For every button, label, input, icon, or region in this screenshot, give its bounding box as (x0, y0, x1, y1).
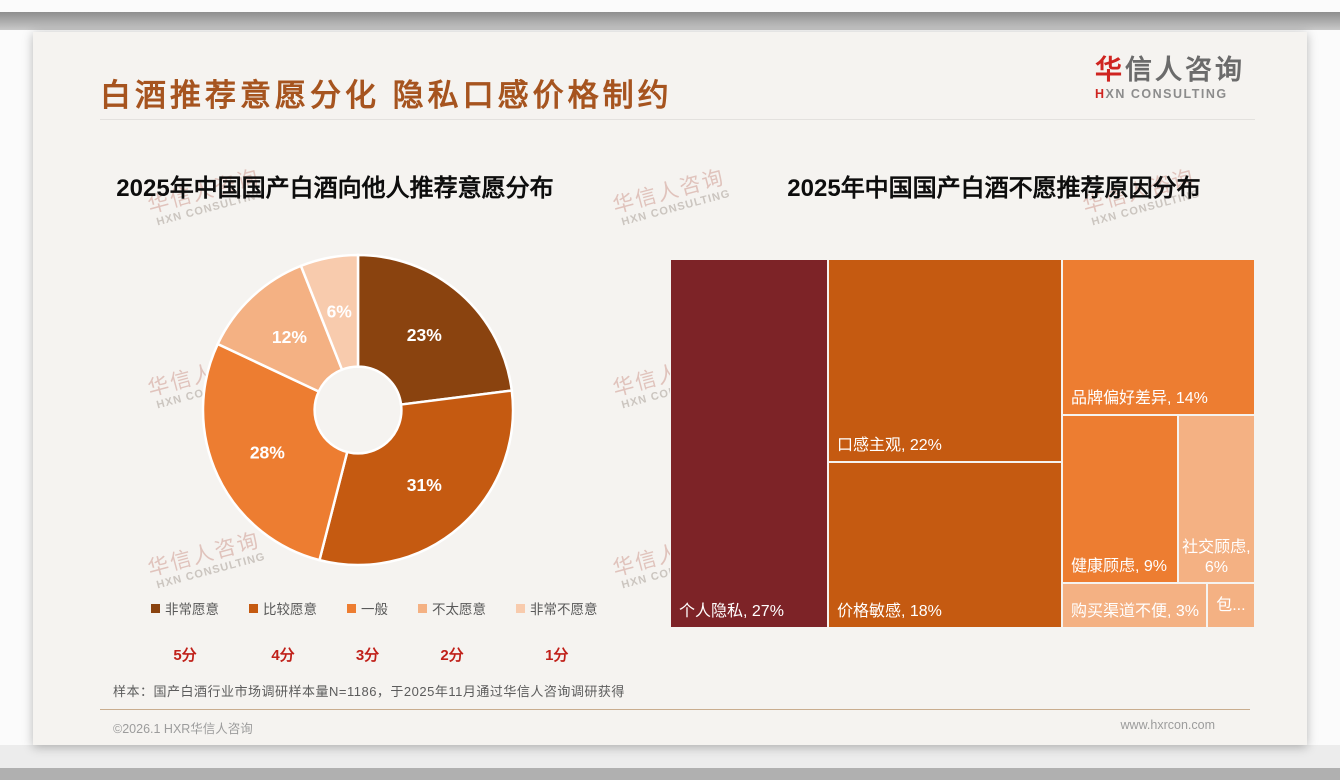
legend-item: 不太愿意 2分 (418, 598, 486, 665)
company-logo: 华信人咨询 HXN CONSULTING (1095, 55, 1245, 101)
donut-slice-label: 6% (327, 302, 353, 322)
treemap-cell-label: 个人隐私, 27% (679, 603, 784, 620)
donut-slice (299, 253, 360, 372)
legend-score: 1分 (545, 647, 569, 664)
title-divider (100, 119, 1255, 120)
legend-item: 非常不愿意 1分 (516, 598, 598, 665)
treemap-cell: 健康顾虑, 9% (1061, 415, 1178, 584)
logo-cn-accent: 华 (1095, 55, 1125, 85)
treemap-cell: 品牌偏好差异, 14% (1061, 259, 1255, 416)
treemap-cell: 社交顾虑, 6% (1177, 415, 1255, 584)
treemap-cell-label: 口感主观, 22% (836, 436, 942, 454)
legend-label: 非常不愿意 (530, 602, 598, 617)
legend-score: 5分 (173, 647, 197, 664)
legend-label: 一般 (361, 602, 388, 617)
legend-score: 2分 (440, 647, 464, 664)
treemap-cell: 口感主观, 22% (827, 259, 1062, 462)
treemap-chart: 个人隐私, 27% 口感主观, 22% 价格敏感, 18% 品牌偏好差异, 14% 健康… (670, 259, 1255, 628)
footer-divider (100, 709, 1250, 710)
treemap-cell-label: 健康顾虑, 9% (1070, 558, 1167, 576)
legend-score: 3分 (355, 647, 380, 664)
legend-item: 一般 3分 (347, 598, 388, 665)
donut-slice (356, 253, 514, 406)
donut-slice-label: 28% (250, 443, 285, 463)
treemap-cell-label: 价格敏感, 18% (836, 602, 942, 620)
logo-cn-rest: 信人咨询 (1125, 55, 1245, 85)
legend-label: 比较愿意 (263, 602, 317, 617)
treemap-cell-label: 购买渠道不便, 3% (1070, 602, 1199, 620)
treemap-cell-label: 社交顾虑, 6% (1182, 539, 1251, 577)
viewer-bottom-band (0, 768, 1340, 780)
legend-swatch (347, 603, 356, 613)
treemap-cell: 购买渠道不便, 3% (1061, 583, 1207, 628)
legend-swatch (516, 603, 525, 613)
donut-slice (201, 342, 349, 562)
viewer-bottom-strip (0, 745, 1340, 768)
donut-slice-label: 31% (407, 475, 442, 495)
legend-swatch (249, 603, 258, 613)
legend-score: 4分 (271, 647, 295, 664)
legend-swatch (151, 603, 160, 613)
source-note: 样本：国产白酒行业市场调研样本量N=1186，于2025年11月通过华信人咨询调… (113, 684, 625, 699)
viewer-top-band (0, 12, 1340, 30)
legend-item: 比较愿意 4分 (249, 598, 317, 665)
legend-item: 非常愿意 5分 (151, 598, 219, 665)
treemap-cell: 包... (1206, 583, 1255, 628)
logo-cn-text: 华信人咨询 (1095, 55, 1245, 86)
logo-en-accent: H (1095, 86, 1106, 101)
footer-website: www.hxrcon.com (1120, 718, 1215, 732)
legend-swatch (418, 603, 427, 613)
slide-title: 白酒推荐意愿分化 隐私口感价格制约 (100, 78, 673, 113)
treemap-chart-title: 2025年中国国产白酒不愿推荐原因分布 (787, 175, 1201, 202)
legend-label: 非常愿意 (165, 602, 219, 617)
donut-slice-label: 12% (272, 327, 307, 347)
logo-en-rest: XN CONSULTING (1105, 86, 1228, 101)
logo-en-text: HXN CONSULTING (1095, 87, 1245, 101)
footer-copyright: ©2026.1 HXR华信人咨询 (113, 722, 253, 736)
donut-chart: 23% 31% 28% 12% 6% (201, 253, 515, 567)
donut-slice (216, 264, 344, 394)
treemap-cell-label: 包... (1216, 596, 1246, 614)
donut-legend: 非常愿意 5分 比较愿意 4分 一般 3分 不太愿意 2分 非常不愿意 1分 (151, 598, 598, 665)
treemap-cell: 个人隐私, 27% (670, 259, 828, 628)
donut-slice (317, 389, 515, 567)
slide: 华信人咨询 HXN CONSULTING 华信人咨询 HXN CONSULTING 华信… (33, 32, 1307, 745)
donut-chart-title: 2025年中国国产白酒向他人推荐意愿分布 (116, 175, 554, 202)
legend-label: 不太愿意 (432, 602, 486, 617)
donut-slice-label: 23% (407, 325, 442, 345)
treemap-cell-label: 品牌偏好差异, 14% (1070, 390, 1208, 408)
treemap-cell: 价格敏感, 18% (827, 461, 1062, 628)
